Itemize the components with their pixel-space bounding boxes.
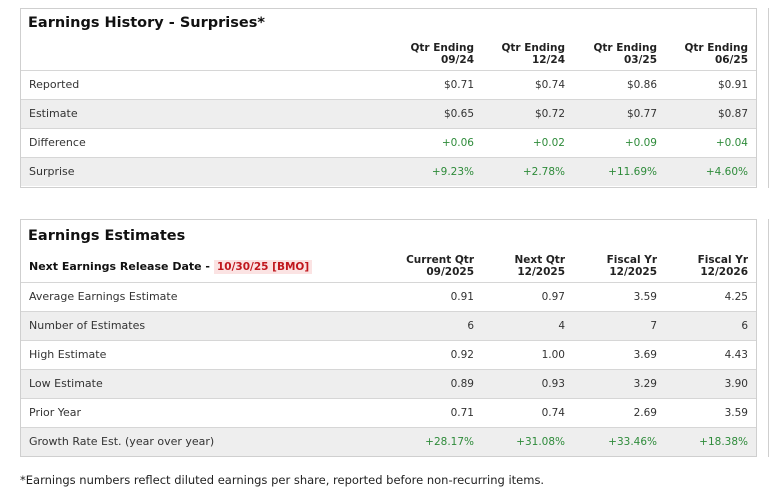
cell-value: +0.09 — [624, 137, 657, 149]
earnings-history-panel: Earnings History - Surprises* Qtr Ending… — [20, 8, 757, 188]
cell-value: $0.65 — [443, 108, 474, 120]
earnings-history-title: Earnings History - Surprises* — [28, 15, 265, 31]
col-head-line1: Current Qtr — [406, 254, 474, 266]
cell-value: 3.69 — [633, 349, 657, 361]
table-row-number-of-estimates: Number of Estimates 6 4 7 6 — [21, 311, 756, 340]
next-release-date: Next Earnings Release Date -10/30/25 [BM… — [29, 260, 313, 274]
cell-value: +9.23% — [431, 166, 474, 178]
col-head-current-qtr: Current Qtr 09/2025 — [354, 254, 474, 278]
cell-value: 2.69 — [633, 407, 657, 419]
col-head-next-qtr: Next Qtr 12/2025 — [445, 254, 565, 278]
cell-value: 0.71 — [450, 407, 474, 419]
col-head-line2: 12/2026 — [700, 266, 748, 278]
col-head-line1: Qtr Ending — [684, 42, 748, 54]
col-head-line1: Next Qtr — [514, 254, 565, 266]
cell-value: +28.17% — [425, 436, 474, 448]
cell-value: $0.91 — [717, 79, 748, 91]
adjacent-panel-edge — [768, 219, 772, 457]
row-label: Difference — [29, 136, 86, 149]
release-date-badge: 10/30/25 [BMO] — [213, 260, 313, 274]
cell-value: 7 — [650, 320, 657, 332]
cell-value: 6 — [467, 320, 474, 332]
cell-value: 1.00 — [541, 349, 565, 361]
row-label: Low Estimate — [29, 377, 103, 390]
table-row-difference: Difference +0.06 +0.02 +0.09 +0.04 — [21, 128, 756, 157]
table-row-growth-rate: Growth Rate Est. (year over year) +28.17… — [21, 427, 756, 456]
cell-value: 0.93 — [541, 378, 565, 390]
cell-value: +0.02 — [532, 137, 565, 149]
row-label: Estimate — [29, 107, 78, 120]
cell-value: +31.08% — [516, 436, 565, 448]
col-head-line1: Fiscal Yr — [697, 254, 748, 266]
cell-value: $0.74 — [534, 79, 565, 91]
col-head-line1: Qtr Ending — [501, 42, 565, 54]
cell-value: 6 — [741, 320, 748, 332]
col-head-line1: Qtr Ending — [410, 42, 474, 54]
cell-value: 0.74 — [541, 407, 565, 419]
cell-value: +0.06 — [441, 137, 474, 149]
col-head-qtr-3: Qtr Ending 03/25 — [537, 42, 657, 66]
cell-value: 3.59 — [633, 291, 657, 303]
col-head-line2: 12/24 — [531, 54, 565, 66]
cell-value: $0.71 — [443, 79, 474, 91]
cell-value: 0.89 — [450, 378, 474, 390]
row-label: Prior Year — [29, 406, 82, 419]
col-head-qtr-1: Qtr Ending 09/24 — [354, 42, 474, 66]
cell-value: 4.43 — [724, 349, 748, 361]
cell-value: +11.69% — [608, 166, 657, 178]
cell-value: +18.38% — [699, 436, 748, 448]
col-head-line2: 06/25 — [714, 54, 748, 66]
cell-value: $0.87 — [717, 108, 748, 120]
cell-value: 3.59 — [724, 407, 748, 419]
cell-value: 4 — [558, 320, 565, 332]
table-row-average-estimate: Average Earnings Estimate 0.91 0.97 3.59… — [21, 282, 756, 311]
cell-value: +2.78% — [522, 166, 565, 178]
table-row-reported: Reported $0.71 $0.74 $0.86 $0.91 — [21, 70, 756, 99]
col-head-fiscal-yr-1: Fiscal Yr 12/2025 — [537, 254, 657, 278]
cell-value: $0.72 — [534, 108, 565, 120]
col-head-line2: 09/2025 — [426, 266, 474, 278]
col-head-line1: Qtr Ending — [593, 42, 657, 54]
cell-value: $0.77 — [626, 108, 657, 120]
table-row-high-estimate: High Estimate 0.92 1.00 3.69 4.43 — [21, 340, 756, 369]
footnote: *Earnings numbers reflect diluted earnin… — [20, 473, 545, 487]
cell-value: 4.25 — [724, 291, 748, 303]
table-row-estimate: Estimate $0.65 $0.72 $0.77 $0.87 — [21, 99, 756, 128]
row-label: Number of Estimates — [29, 319, 146, 332]
cell-value: 0.92 — [450, 349, 474, 361]
adjacent-panel-edge — [768, 8, 772, 188]
cell-value: 0.97 — [541, 291, 565, 303]
row-label: Growth Rate Est. (year over year) — [29, 435, 215, 448]
col-head-fiscal-yr-2: Fiscal Yr 12/2026 — [628, 254, 748, 278]
cell-value: +4.60% — [705, 166, 748, 178]
cell-value: +0.04 — [715, 137, 748, 149]
row-label: Reported — [29, 78, 80, 91]
cell-value: 0.91 — [450, 291, 474, 303]
cell-value: $0.86 — [626, 79, 657, 91]
table-row-prior-year: Prior Year 0.71 0.74 2.69 3.59 — [21, 398, 756, 427]
release-label: Next Earnings Release Date - — [29, 260, 210, 273]
earnings-estimates-title: Earnings Estimates — [28, 228, 186, 244]
row-label: Surprise — [29, 165, 75, 178]
cell-value: +33.46% — [608, 436, 657, 448]
row-label: High Estimate — [29, 348, 107, 361]
cell-value: 3.29 — [633, 378, 657, 390]
table-row-low-estimate: Low Estimate 0.89 0.93 3.29 3.90 — [21, 369, 756, 398]
table-row-surprise: Surprise +9.23% +2.78% +11.69% +4.60% — [21, 157, 756, 186]
earnings-estimates-panel: Earnings Estimates Next Earnings Release… — [20, 219, 757, 457]
col-head-line2: 12/2025 — [517, 266, 565, 278]
cell-value: 3.90 — [724, 378, 748, 390]
row-label: Average Earnings Estimate — [29, 290, 178, 303]
col-head-qtr-2: Qtr Ending 12/24 — [445, 42, 565, 66]
col-head-line2: 09/24 — [440, 54, 474, 66]
col-head-line2: 03/25 — [623, 54, 657, 66]
col-head-qtr-4: Qtr Ending 06/25 — [628, 42, 748, 66]
col-head-line2: 12/2025 — [609, 266, 657, 278]
col-head-line1: Fiscal Yr — [606, 254, 657, 266]
